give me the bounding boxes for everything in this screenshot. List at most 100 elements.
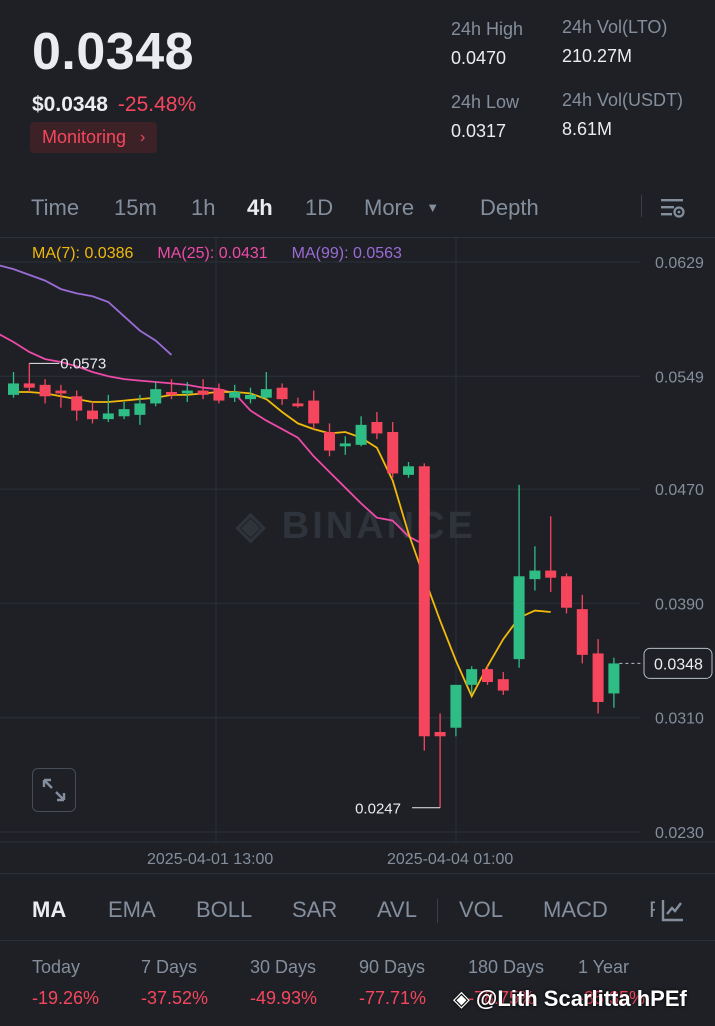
indicator-macd[interactable]: MACD (543, 897, 608, 922)
candle-body (276, 387, 288, 400)
candle-body (592, 653, 604, 702)
stat-label: 24h Low (451, 92, 520, 112)
tab-more[interactable]: More ▼ (364, 195, 439, 221)
candle-body (576, 609, 588, 655)
perf-value: -85.35% (578, 988, 646, 1008)
ma99-legend: MA(99): 0.0563 (291, 245, 402, 262)
perf-label: 30 Days (250, 957, 317, 977)
ma-legend: MA(7): 0.0386 MA(25): 0.0431 MA(99): 0.0… (32, 245, 402, 263)
tab-1h[interactable]: 1h (191, 195, 216, 220)
candle-body (87, 410, 98, 420)
perf-label: 1 Year (578, 957, 630, 977)
candle-body (466, 669, 478, 685)
candlestick-chart[interactable]: ◈ BINANCE 0.0629 0.0549 0.0470 0.0390 0.0310 0… (0, 238, 715, 873)
tab-15m[interactable]: 15m (114, 195, 157, 220)
indicator-separator (437, 899, 438, 923)
indicator-sar[interactable]: SAR (292, 897, 338, 922)
candle-body (418, 466, 430, 737)
candle-body (513, 576, 525, 660)
indicator-avl[interactable]: AVL (377, 897, 417, 922)
binance-logo-icon: ◈ (453, 986, 470, 1011)
indicator-ema[interactable]: EMA (108, 897, 156, 922)
candle-body (23, 383, 35, 388)
ma7-legend: MA(7): 0.0386 (32, 245, 134, 262)
usd-price: $0.0348 (32, 93, 108, 116)
candle-body (213, 389, 225, 401)
perf-180d: 180 Days -78.75% (468, 957, 544, 1009)
candle-body (450, 684, 462, 728)
indicator-vol[interactable]: VOL (459, 897, 504, 922)
perf-7d: 7 Days -37.52% (141, 957, 208, 1009)
tab-separator (641, 195, 642, 217)
tab-4h[interactable]: 4h (247, 195, 273, 220)
stat-label: 24h Vol(USDT) (562, 90, 684, 110)
candle-body (8, 383, 19, 395)
stat-24h-vol-base: 24h Vol(LTO) 210.27M (562, 17, 667, 67)
y-tick-label: 0.0629 (655, 255, 704, 272)
perf-value: -49.93% (250, 988, 318, 1008)
monitoring-button[interactable]: Monitoring › (30, 122, 158, 153)
tab-more-label: More (364, 195, 415, 220)
candle-body (71, 396, 83, 411)
expand-chart-button[interactable] (32, 768, 76, 812)
perf-90d: 90 Days -77.71% (359, 957, 426, 1009)
candle-body (245, 394, 256, 400)
candle-body (324, 432, 335, 451)
indicator-ma[interactable]: MA (32, 897, 67, 922)
candle-body (166, 392, 177, 395)
perf-value: -19.26% (32, 988, 100, 1008)
y-tick-label: 0.0549 (655, 369, 704, 386)
stat-label: 24h Vol(LTO) (562, 17, 668, 37)
ma7-line (13, 391, 551, 699)
perf-value: -37.52% (141, 988, 209, 1008)
candle-body (387, 432, 399, 474)
candle-body (561, 576, 572, 608)
monitoring-label: Monitoring (42, 127, 127, 147)
candle-body (308, 400, 320, 424)
perf-1y: 1 Year -85.35% (578, 957, 645, 1009)
perf-label: 90 Days (359, 957, 426, 977)
current-price-label: 0.0348 (654, 656, 703, 673)
candle-body (102, 413, 114, 420)
candle-body (134, 403, 146, 415)
candle-body (197, 390, 209, 395)
watermark-text: @Lith Scarlitta hPEf (475, 986, 687, 1011)
tab-1d[interactable]: 1D (305, 195, 334, 220)
indicator-boll[interactable]: BOLL (196, 897, 253, 922)
change-percent: -25.48% (117, 93, 197, 116)
perf-label: 7 Days (141, 957, 198, 977)
candle-body (260, 389, 272, 398)
candle-body (118, 409, 130, 417)
tab-time[interactable]: Time (31, 195, 80, 220)
ma25-line (0, 333, 425, 546)
candle-body (150, 389, 162, 404)
candle-body (55, 390, 67, 394)
candle-body (497, 679, 509, 691)
stat-value: 0.0317 (451, 121, 507, 141)
candle-body (608, 663, 620, 694)
stat-value: 210.27M (562, 46, 633, 66)
caret-down-icon: ▼ (426, 200, 440, 215)
candle-body (229, 392, 241, 398)
indicator-rsi[interactable]: R (649, 897, 655, 923)
chevron-right-icon: › (140, 128, 146, 146)
indicator-settings-icon[interactable] (660, 897, 686, 923)
divider (0, 873, 715, 874)
perf-value: -77.71% (359, 988, 427, 1008)
stat-24h-vol-quote: 24h Vol(USDT) 8.61M (562, 90, 683, 140)
indicator-tabs: MA EMA BOLL SAR AVL VOL MACD R (0, 893, 715, 927)
tab-depth[interactable]: Depth (480, 195, 539, 220)
chart-settings-icon[interactable] (660, 195, 686, 221)
ma25-legend: MA(25): 0.0431 (157, 245, 268, 262)
candle-body (355, 424, 367, 445)
x-tick-label: 2025-04-01 13:00 (147, 851, 273, 868)
candle-body (529, 570, 541, 580)
current-price-box (643, 647, 713, 679)
divider (0, 940, 715, 941)
price-subline: $0.0348 -25.48% (32, 93, 196, 117)
timeframe-tabs: Time 15m 1h 4h 1D More ▼ Depth (0, 187, 715, 231)
y-tick-label: 0.0310 (655, 711, 704, 728)
candle-body (545, 570, 557, 578)
stat-label: 24h High (451, 19, 524, 39)
y-tick-label: 0.0390 (655, 596, 704, 613)
